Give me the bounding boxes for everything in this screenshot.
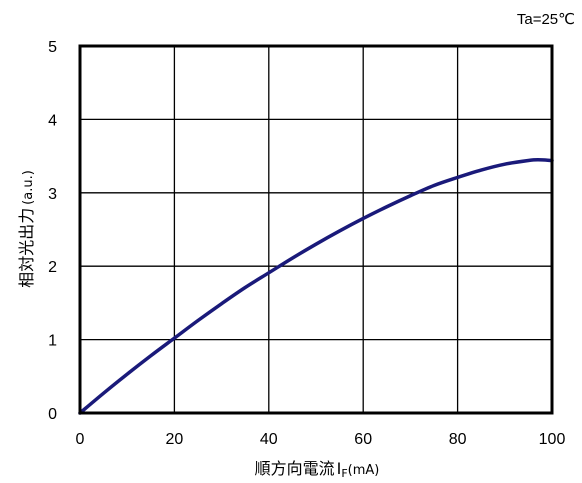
- grid: [80, 46, 552, 413]
- y-tick-label: 4: [48, 112, 57, 129]
- plot-frame: [78, 44, 554, 415]
- y-tick-label: 2: [48, 259, 57, 276]
- y-tick-label: 5: [48, 39, 57, 56]
- x-tick-label: 0: [76, 431, 85, 448]
- x-tick-labels: 0 20 40 60 80 100: [76, 431, 566, 448]
- x-tick-label: 80: [449, 431, 467, 448]
- y-tick-label: 3: [48, 186, 57, 203]
- x-axis-label-symbol: I: [337, 459, 342, 478]
- y-axis-label-unit: (a.u.): [21, 170, 36, 205]
- condition-label: Ta=25℃: [517, 11, 575, 28]
- y-tick-label: 0: [48, 406, 57, 423]
- x-tick-label: 40: [260, 431, 278, 448]
- y-axis-label: 相対光出力 (a.u.): [17, 170, 36, 288]
- y-tick-labels: 0 1 2 3 4 5: [48, 39, 57, 423]
- y-axis-label-main: 相対光出力: [17, 208, 36, 288]
- y-tick-label: 1: [48, 333, 57, 350]
- x-axis-label-subscript: F: [341, 467, 347, 480]
- x-tick-label: 60: [354, 431, 372, 448]
- series-line: [78, 158, 554, 415]
- x-axis-label: 順方向電流 IF(mA): [255, 459, 380, 480]
- x-axis-label-main: 順方向電流: [255, 459, 335, 478]
- x-tick-label: 100: [539, 431, 566, 448]
- x-tick-label: 20: [166, 431, 184, 448]
- x-axis-label-unit: (mA): [348, 463, 380, 478]
